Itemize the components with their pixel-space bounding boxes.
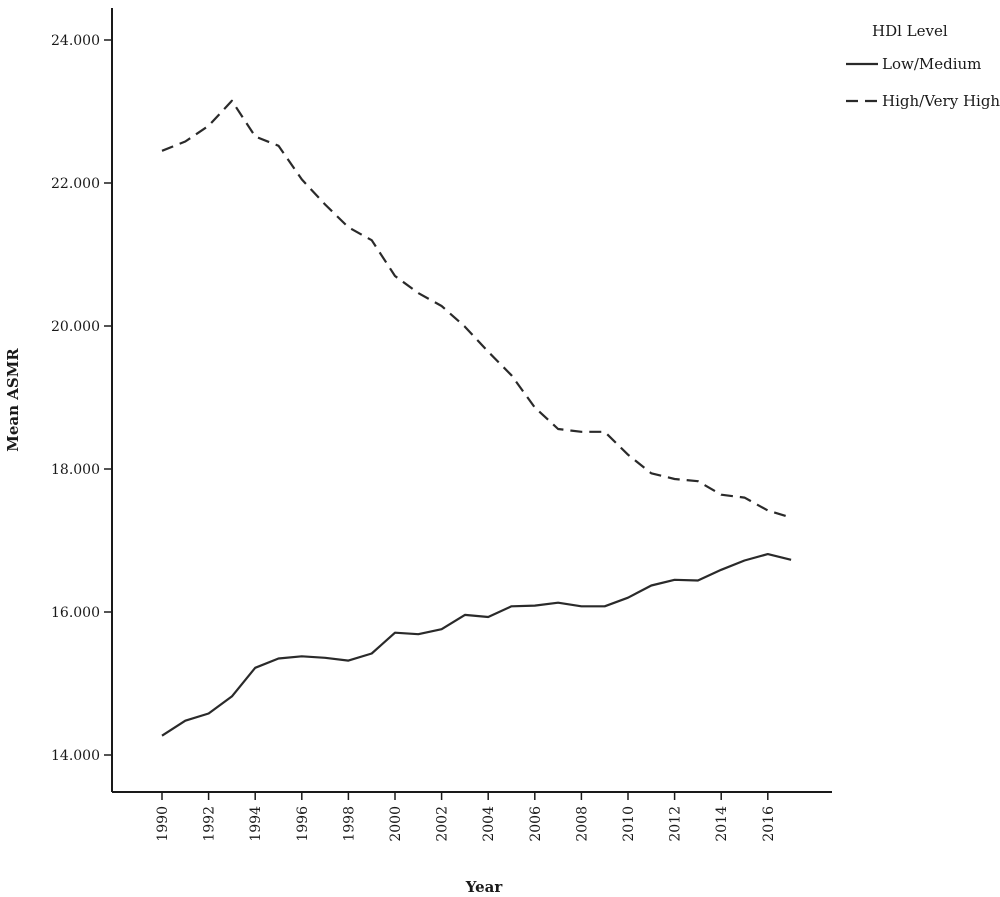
series-line-low-medium — [161, 552, 792, 737]
y-ticks: 14.000 16.000 18.000 20.000 22.000 24.000 — [51, 33, 112, 764]
y-tick-label: 20.000 — [51, 319, 100, 335]
x-ticks: 1990 1992 1994 1996 1998 2000 2002 2004 2006 2008… — [155, 792, 777, 842]
series-line-high-very-high — [161, 99, 792, 519]
x-tick-label: 1992 — [202, 806, 218, 842]
y-tick-label: 14.000 — [51, 748, 100, 764]
axes — [111, 8, 832, 793]
x-tick-label: 2008 — [574, 806, 590, 842]
x-tick-label: 2010 — [621, 806, 637, 842]
x-tick-label: 1996 — [295, 806, 311, 842]
y-axis-title: Mean ASMR — [4, 348, 22, 452]
legend-label-low-medium: Low/Medium — [882, 55, 981, 73]
x-tick-label: 2014 — [714, 806, 730, 842]
y-tick-label: 22.000 — [51, 176, 100, 192]
x-tick-label: 2004 — [481, 806, 497, 842]
x-tick-label: 2002 — [435, 806, 451, 842]
x-tick-label: 2006 — [528, 806, 544, 842]
x-tick-label: 1998 — [341, 806, 357, 842]
x-tick-label: 1990 — [155, 806, 171, 842]
x-axis-title: Year — [465, 878, 504, 896]
y-tick-label: 18.000 — [51, 462, 100, 478]
legend-title: HDl Level — [872, 22, 948, 40]
y-tick-label: 24.000 — [51, 33, 100, 49]
y-tick-label: 16.000 — [51, 605, 100, 621]
legend-label-high-very-high: High/Very High — [882, 92, 1000, 110]
legend: HDl Level Low/Medium High/Very High — [846, 22, 1000, 110]
x-tick-label: 2016 — [761, 806, 777, 842]
x-tick-label: 2000 — [388, 806, 404, 842]
series-group — [161, 99, 792, 737]
x-tick-label: 2012 — [668, 806, 684, 842]
x-tick-label: 1994 — [248, 806, 264, 842]
